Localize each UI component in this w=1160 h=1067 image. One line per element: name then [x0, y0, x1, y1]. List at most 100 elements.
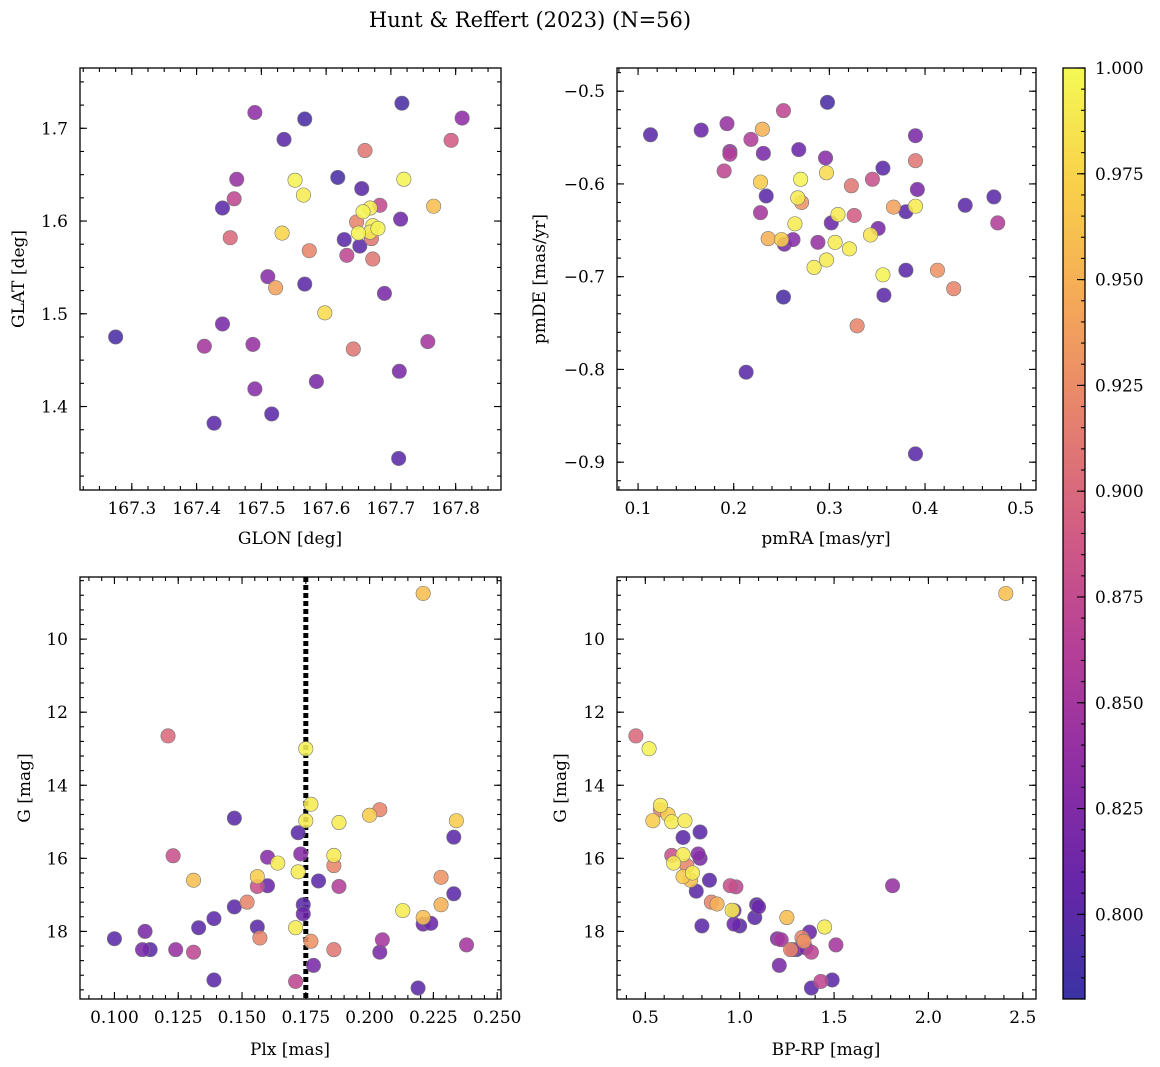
sky-point [222, 230, 238, 246]
sky-x-tick-label: 167.7 [367, 499, 416, 519]
sky-point [426, 198, 442, 214]
plx-point [137, 923, 153, 939]
colorbar-tick-label: 0.800 [1095, 905, 1144, 925]
cmd-point [690, 846, 706, 862]
plx-point [290, 825, 306, 841]
pm-point [752, 205, 768, 221]
plx-point [311, 873, 327, 889]
pm-point [755, 145, 771, 161]
pm-point [843, 178, 859, 194]
pm-point [738, 364, 754, 380]
pm-point [875, 267, 891, 283]
pm-point [990, 215, 1006, 231]
pm-point [775, 289, 791, 305]
plx-ylabel: G [mag] [15, 753, 35, 822]
cmd-point [645, 813, 661, 829]
sky-point [345, 341, 361, 357]
plx-x-tick-label: 0.150 [218, 1008, 267, 1028]
plx-point [186, 872, 202, 888]
plx-point [206, 911, 222, 927]
sky-x-tick-label: 167.3 [107, 499, 156, 519]
pm-point [907, 198, 923, 214]
plx-x-tick-label: 0.100 [90, 1008, 139, 1028]
plx-x-tick-label: 0.250 [473, 1008, 522, 1028]
colorbar-tick-label: 0.850 [1095, 694, 1144, 714]
plx-point [290, 864, 306, 880]
sky-point [214, 316, 230, 332]
cmd-y-tick-label: 12 [583, 703, 605, 723]
pm-ylabel: pmDE [mas/yr] [530, 214, 550, 344]
pm-point [787, 216, 803, 232]
panel-sky: 167.3 167.4 167.5 167.6 167.7 167.8 1.4 1.5 1.6 1… [9, 67, 502, 549]
plx-point [191, 920, 207, 936]
pm-y-tick-label: −0.5 [564, 82, 605, 102]
pm-point [760, 231, 776, 247]
plx-point [168, 942, 184, 958]
plx-point [288, 920, 304, 936]
pm-point [818, 165, 834, 181]
pm-point [793, 171, 809, 187]
pm-xlabel: pmRA [mas/yr] [761, 529, 890, 549]
sky-x-tick-label: 167.5 [237, 499, 286, 519]
pm-point [986, 189, 1002, 205]
sky-point [355, 204, 371, 220]
colorbar-tick-label: 0.925 [1095, 376, 1144, 396]
plx-x-tick-label: 0.125 [154, 1008, 203, 1028]
plx-point [326, 847, 342, 863]
plx-point [448, 813, 464, 829]
plx-point [415, 910, 431, 926]
cmd-point [828, 937, 844, 953]
cmd-point [628, 728, 644, 744]
cmd-point [675, 830, 691, 846]
sky-y-tick-label: 1.7 [41, 119, 68, 139]
plx-x-tick-label: 0.175 [281, 1008, 330, 1028]
cmd-point [677, 813, 693, 829]
pm-point [775, 103, 791, 119]
panel-cmd: 0.5 1.0 1.5 2.0 2.5 10 12 14 16 18 BP-RP [mag] G … [551, 576, 1037, 1060]
pm-point [846, 207, 862, 223]
cmd-y-tick-label: 14 [583, 776, 605, 796]
pm-point [693, 122, 709, 138]
plx-point [433, 869, 449, 885]
cmd-x-tick-label: 2.5 [1009, 1008, 1036, 1028]
sky-point [454, 110, 470, 126]
pm-point [791, 142, 807, 158]
sky-point [394, 95, 410, 111]
plx-point [446, 829, 462, 845]
plx-point [446, 886, 462, 902]
cmd-axes-frame [616, 576, 1037, 1000]
plx-x-tick-label: 0.225 [409, 1008, 458, 1028]
cmd-point [641, 741, 657, 757]
cmd-point [885, 878, 901, 894]
sky-x-tick-label: 167.6 [302, 499, 351, 519]
cmd-point [817, 919, 833, 935]
sky-point [351, 225, 367, 241]
sky-point [214, 200, 230, 216]
sky-point [297, 111, 313, 127]
cmd-point [751, 899, 767, 915]
sky-point [317, 305, 333, 321]
plx-point [459, 937, 475, 953]
pm-point [774, 232, 790, 248]
sky-point [247, 105, 263, 121]
sky-point [276, 131, 292, 147]
pm-x-tick-label: 0.5 [1007, 499, 1034, 519]
sky-point [264, 406, 280, 422]
sky-point [396, 171, 412, 187]
plx-point [186, 944, 202, 960]
sky-point [108, 329, 124, 345]
pm-point [758, 188, 774, 204]
plx-point [293, 846, 309, 862]
pm-point [790, 190, 806, 206]
pm-y-tick-label: −0.6 [564, 175, 605, 195]
plx-point [305, 957, 321, 973]
cmd-point [664, 814, 680, 830]
plx-xlabel: Plx [mas] [250, 1040, 330, 1060]
plx-axes-frame [79, 576, 502, 1000]
figure-title: Hunt & Reffert (2023) (N=56) [369, 8, 691, 32]
plx-point [270, 855, 286, 871]
pm-point [898, 262, 914, 278]
cmd-y-tick-label: 16 [583, 849, 605, 869]
plx-point [326, 942, 342, 958]
cmd-point [701, 872, 717, 888]
